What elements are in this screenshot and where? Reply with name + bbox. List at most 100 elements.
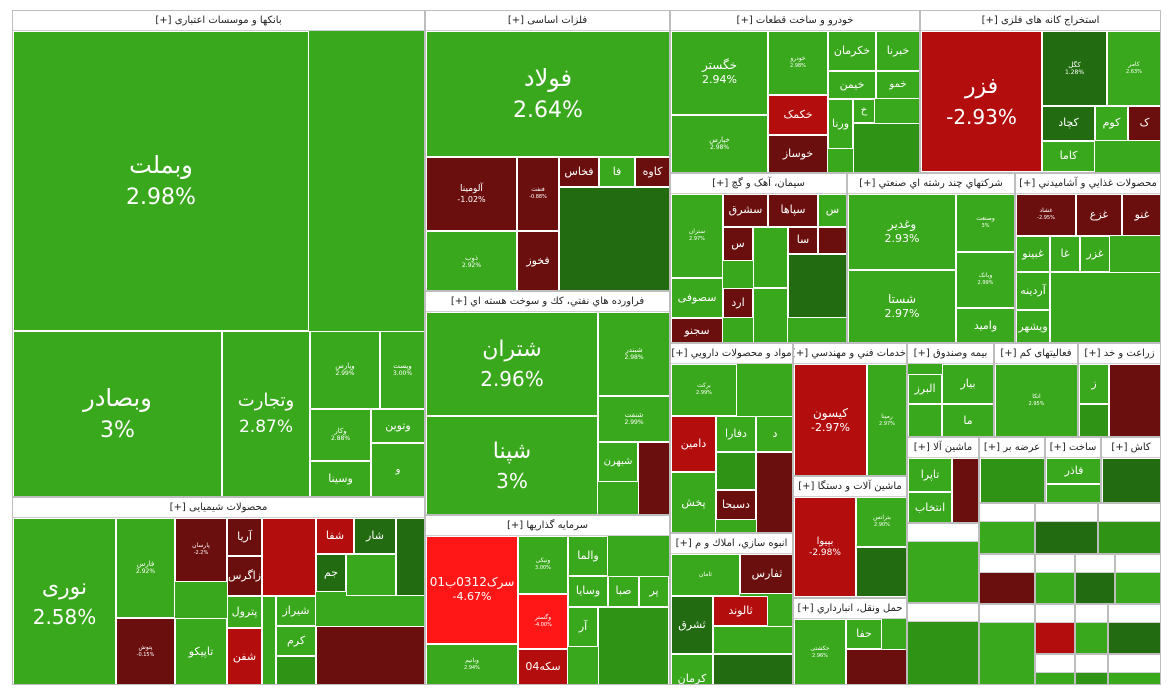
minor-tile[interactable] xyxy=(856,547,906,597)
sector-9[interactable]: خدمات فني و مهندسي [+] کیسون -2.97% رمپنا 2.… xyxy=(793,343,907,476)
stock-tile[interactable]: غبینو xyxy=(1016,236,1050,272)
minor-tile[interactable] xyxy=(1079,404,1109,436)
minor-sector[interactable] xyxy=(1075,604,1108,654)
stock-tile[interactable]: و xyxy=(371,443,424,496)
stock-tile[interactable]: شپنا 3% xyxy=(426,416,598,514)
stock-tile[interactable]: د xyxy=(756,416,792,452)
minor-sector[interactable] xyxy=(979,503,1035,554)
minor-tile[interactable] xyxy=(753,288,788,342)
stock-tile[interactable]: ز xyxy=(1079,364,1109,404)
stock-tile[interactable]: غا xyxy=(1050,236,1080,272)
stock-tile[interactable]: کرم xyxy=(276,626,316,656)
minor-tile[interactable] xyxy=(346,554,396,596)
stock-tile[interactable]: ثشرق xyxy=(671,596,713,654)
stock-tile[interactable]: بترانس 2.90% xyxy=(856,497,906,547)
stock-tile[interactable]: خکمک xyxy=(768,95,828,135)
sector-0[interactable]: بانکها و موسسات اعتباری [+] وبملت 2.98% وبص… xyxy=(12,10,425,497)
stock-tile[interactable]: غزع xyxy=(1076,194,1122,236)
stock-tile[interactable]: شتران 2.96% xyxy=(426,312,598,416)
stock-tile[interactable]: آردینه xyxy=(1016,272,1050,310)
stock-tile[interactable]: فارس 2.92% xyxy=(116,518,175,618)
stock-tile[interactable]: حفا xyxy=(846,619,882,649)
stock-tile[interactable]: ثالوند xyxy=(713,596,768,626)
stock-tile[interactable]: ویشهر xyxy=(1016,310,1050,342)
stock-tile[interactable]: کاوه xyxy=(635,157,669,187)
sector-17[interactable]: حمل ونقل، انبارداري [+] حکشتی 2.96% حفا xyxy=(793,598,907,685)
stock-tile[interactable]: سشرق xyxy=(723,194,768,227)
stock-tile[interactable]: آر xyxy=(568,607,598,647)
stock-tile[interactable]: خکرمان xyxy=(828,31,876,71)
stock-tile[interactable]: بیار xyxy=(942,364,993,404)
sector-1[interactable]: فلزات اساسی [+] فولاد 2.64% آلومینا -1.02% فن… xyxy=(425,10,670,291)
stock-tile[interactable]: حکشتی 2.96% xyxy=(794,619,846,684)
minor-sector[interactable] xyxy=(1035,554,1075,604)
stock-tile[interactable]: سپاها xyxy=(768,194,818,227)
stock-tile[interactable]: شار xyxy=(354,518,396,554)
sector-title[interactable]: زراعت و خد [+] xyxy=(1079,344,1160,364)
stock-tile[interactable]: خبرنا xyxy=(876,31,919,71)
stock-tile[interactable]: سجنو xyxy=(671,318,723,342)
minor-tile[interactable] xyxy=(262,596,276,684)
stock-tile[interactable]: وبملت 2.98% xyxy=(13,31,309,331)
sector-4[interactable]: استخراج کانه های فلزی [+] فزر -2.93% کگل 1.2… xyxy=(920,10,1161,173)
stock-tile[interactable]: فخوز xyxy=(517,231,559,290)
minor-tile[interactable] xyxy=(638,442,669,514)
stock-tile[interactable]: آلومینا -1.02% xyxy=(426,157,517,231)
stock-tile[interactable]: ونیکی 3.00% xyxy=(518,536,568,594)
stock-tile[interactable]: والما xyxy=(568,536,608,576)
stock-tile[interactable]: خیمن xyxy=(828,71,876,99)
stock-tile[interactable]: سا xyxy=(788,227,818,254)
stock-tile[interactable]: کرمان xyxy=(671,654,713,684)
stock-tile[interactable]: دفارا xyxy=(716,416,756,452)
sector-11[interactable]: فعالیتهای کم [+] اتکا 2.95% xyxy=(994,343,1078,437)
sector-title[interactable]: سرمايه گذاريها [+] xyxy=(426,516,669,536)
stock-tile[interactable]: وغدیر 2.93% xyxy=(848,194,956,270)
minor-tile[interactable] xyxy=(980,458,1044,502)
minor-sector[interactable] xyxy=(1108,604,1161,654)
stock-tile[interactable]: آریا xyxy=(227,518,262,556)
stock-tile[interactable]: وتجارت 2.87% xyxy=(222,331,310,496)
stock-tile[interactable]: پارسان -2.2% xyxy=(175,518,227,582)
stock-tile[interactable]: وبصادر 3% xyxy=(13,331,222,496)
stock-tile[interactable]: کوم xyxy=(1095,106,1128,141)
sector-title[interactable]: ماشین آلات و دستگا [+] xyxy=(794,477,906,497)
stock-tile[interactable]: فا xyxy=(599,157,635,187)
sector-title[interactable]: خودرو و ساخت قطعات [+] xyxy=(671,11,919,31)
stock-tile[interactable]: وتوین xyxy=(371,409,424,443)
sector-6[interactable]: شرکتهاي چند رشته اي صنعتي [+] وغدیر 2.93% ش… xyxy=(847,173,1015,343)
sector-title[interactable]: خدمات فني و مهندسي [+] xyxy=(794,344,906,364)
stock-tile[interactable]: وسایا xyxy=(568,576,608,607)
minor-sector[interactable] xyxy=(907,523,979,603)
stock-tile[interactable]: پتوش -0.15% xyxy=(116,618,175,684)
stock-tile[interactable]: وگستر -4.00% xyxy=(518,594,568,649)
stock-tile[interactable]: خودرو 2.98% xyxy=(768,31,828,95)
minor-sector[interactable] xyxy=(1098,503,1161,554)
stock-tile[interactable]: شبهرن xyxy=(598,442,638,482)
stock-tile[interactable]: کچاد xyxy=(1042,106,1095,141)
stock-tile[interactable]: ثامان xyxy=(671,554,740,596)
minor-tile[interactable] xyxy=(713,654,792,684)
sector-5[interactable]: سیمان، آهک و گچ [+] ستران 2.97% سشرق سپاها س س… xyxy=(670,173,847,343)
stock-tile[interactable]: خمو xyxy=(876,71,919,99)
stock-tile[interactable]: وبانیم 2.94% xyxy=(426,644,518,684)
stock-tile[interactable]: پر xyxy=(639,576,669,607)
sector-title[interactable]: ماشین آلا [+] xyxy=(908,438,978,458)
stock-tile[interactable]: ثفارس xyxy=(740,554,792,594)
stock-tile[interactable]: شنفت 2.99% xyxy=(598,396,669,442)
minor-tile[interactable] xyxy=(1102,458,1160,502)
stock-tile[interactable]: ستران 2.97% xyxy=(671,194,723,278)
sector-title[interactable]: فلزات اساسی [+] xyxy=(426,11,669,31)
sector-12[interactable]: زراعت و خد [+] ز xyxy=(1078,343,1161,437)
stock-tile[interactable]: فخاس xyxy=(559,157,599,187)
stock-tile[interactable]: صبا xyxy=(608,576,639,607)
stock-tile[interactable]: کامر 2.63% xyxy=(1107,31,1160,106)
sector-15[interactable]: انبوه سازي، املاك و م [+] ثفارس ثشرق ثالوند… xyxy=(670,533,793,685)
minor-sector[interactable] xyxy=(907,603,979,685)
sector-13[interactable]: سرمايه گذاريها [+] سرک0312ب01 -4.67% ونیکی 3… xyxy=(425,515,670,685)
stock-tile[interactable]: وصنعت 3% xyxy=(956,194,1014,252)
sector-8[interactable]: مواد و محصولات دارويي [+] برکت 2.99% دامین د… xyxy=(670,343,793,533)
stock-tile[interactable]: ما xyxy=(942,404,993,436)
sector-18[interactable]: ماشین آلا [+] تاپرا انتخاب xyxy=(907,437,979,523)
minor-sector[interactable] xyxy=(1035,654,1075,685)
minor-tile[interactable] xyxy=(818,227,846,254)
